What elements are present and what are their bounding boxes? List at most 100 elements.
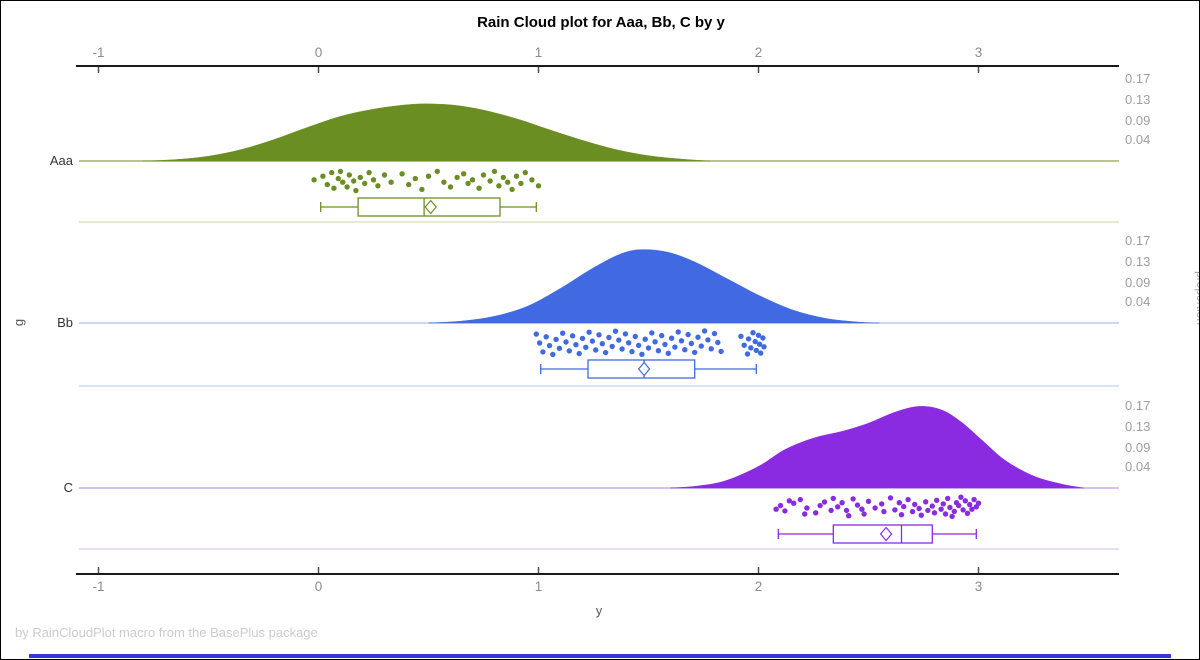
- jitter-point-Bb: [668, 335, 675, 341]
- jitter-point-Aaa: [311, 177, 317, 183]
- jitter-point-Bb: [566, 348, 572, 354]
- jitter-point-Bb: [576, 350, 582, 357]
- jitter-point-C: [971, 496, 977, 503]
- jitter-point-C: [846, 513, 852, 519]
- jitter-point-Bb: [665, 350, 671, 356]
- jitter-point-C: [786, 498, 792, 504]
- jitter-point-C: [879, 501, 885, 507]
- jitter-point-Aaa: [370, 177, 377, 183]
- jitter-point-Aaa: [454, 174, 460, 181]
- category-label-C: C: [64, 480, 73, 495]
- density-cloud-C: [670, 406, 1085, 489]
- jitter-point-Aaa: [425, 173, 432, 179]
- jitter-point-Aaa: [518, 180, 524, 187]
- jitter-point-Bb: [738, 333, 744, 339]
- top-x-tick-label: 0: [315, 45, 323, 60]
- jitter-point-Aaa: [441, 179, 447, 185]
- jitter-point-C: [843, 507, 850, 514]
- jitter-point-Bb: [655, 348, 662, 354]
- density-cloud-Aaa: [142, 103, 711, 162]
- jitter-point-C: [975, 500, 982, 506]
- jitter-point-Aaa: [351, 178, 357, 184]
- jitter-point-C: [958, 494, 964, 500]
- jitter-point-Bb: [711, 330, 718, 337]
- jitter-point-C: [964, 510, 971, 516]
- jitter-point-Bb: [546, 342, 553, 349]
- jitter-point-Aaa: [331, 185, 337, 191]
- jitter-point-C: [951, 508, 957, 515]
- jitter-point-Bb: [556, 345, 563, 351]
- jitter-point-Aaa: [337, 168, 344, 175]
- jitter-point-Bb: [748, 345, 754, 351]
- jitter-point-Bb: [583, 344, 589, 350]
- jitter-point-Aaa: [344, 184, 350, 190]
- jitter-point-Aaa: [357, 174, 363, 181]
- proportion-tick-label: 0.17: [1125, 233, 1150, 248]
- right-axis-label-proportion: proportion: [1194, 270, 1200, 326]
- jitter-point-Bb: [685, 331, 691, 338]
- jitter-point-Bb: [563, 339, 569, 345]
- proportion-tick-label: 0.17: [1125, 71, 1150, 86]
- jitter-point-Bb: [756, 341, 763, 347]
- jitter-point-C: [942, 511, 949, 517]
- jitter-point-Bb: [540, 349, 546, 355]
- jitter-point-Aaa: [434, 168, 440, 175]
- jitter-point-C: [945, 495, 951, 502]
- jitter-point-Bb: [675, 329, 681, 335]
- jitter-point-Bb: [612, 328, 619, 334]
- jitter-point-Aaa: [324, 181, 330, 188]
- jitter-point-Aaa: [366, 169, 372, 176]
- jitter-point-Bb: [744, 351, 751, 357]
- jitter-point-Aaa: [406, 181, 412, 188]
- jitter-point-C: [909, 508, 916, 515]
- jitter-point-C: [949, 513, 955, 520]
- jitter-point-Bb: [695, 334, 701, 340]
- jitter-point-Bb: [760, 335, 766, 341]
- jitter-point-Aaa: [496, 183, 502, 189]
- proportion-tick-label: 0.17: [1125, 398, 1150, 413]
- jitter-point-Bb: [543, 334, 549, 340]
- jitter-point-Bb: [745, 336, 752, 342]
- jitter-point-C: [912, 501, 918, 508]
- jitter-point-Aaa: [399, 171, 405, 177]
- jitter-point-Aaa: [340, 179, 346, 185]
- bottom-x-tick-label: 1: [535, 579, 543, 594]
- category-label-Aaa: Aaa: [50, 153, 74, 168]
- jitter-point-C: [947, 504, 953, 511]
- jitter-point-Aaa: [535, 183, 542, 189]
- jitter-point-Aaa: [491, 168, 498, 175]
- jitter-point-Aaa: [329, 169, 335, 176]
- jitter-point-Bb: [692, 349, 698, 356]
- jitter-point-Bb: [649, 330, 655, 336]
- jitter-point-Aaa: [320, 173, 326, 179]
- jitter-point-C: [835, 504, 841, 510]
- jitter-point-C: [881, 508, 887, 515]
- jitter-point-Bb: [652, 339, 658, 345]
- jitter-point-Bb: [741, 342, 747, 348]
- jitter-point-C: [929, 503, 935, 509]
- jitter-point-C: [859, 506, 865, 512]
- proportion-tick-label: 0.09: [1125, 275, 1150, 290]
- jitter-point-C: [934, 497, 940, 503]
- jitter-point-Aaa: [346, 172, 352, 178]
- bottom-x-tick-label: 2: [755, 579, 763, 594]
- jitter-point-Bb: [602, 349, 609, 356]
- jitter-point-Bb: [573, 342, 579, 348]
- jitter-point-Bb: [626, 340, 632, 346]
- jitter-point-C: [931, 510, 938, 516]
- jitter-point-C: [887, 495, 894, 501]
- proportion-tick-label: 0.04: [1125, 294, 1150, 309]
- jitter-point-Aaa: [522, 169, 528, 176]
- jitter-point-Bb: [589, 338, 596, 344]
- jitter-point-Bb: [616, 337, 622, 343]
- jitter-point-Bb: [560, 330, 566, 336]
- jitter-point-Aaa: [505, 179, 511, 185]
- jitter-point-Bb: [550, 351, 556, 358]
- jitter-point-C: [940, 501, 946, 507]
- jitter-point-C: [830, 495, 836, 502]
- jitter-point-C: [839, 500, 845, 506]
- jitter-point-Bb: [659, 332, 665, 339]
- y-axis-label-g: g: [11, 318, 27, 327]
- jitter-point-C: [916, 505, 922, 512]
